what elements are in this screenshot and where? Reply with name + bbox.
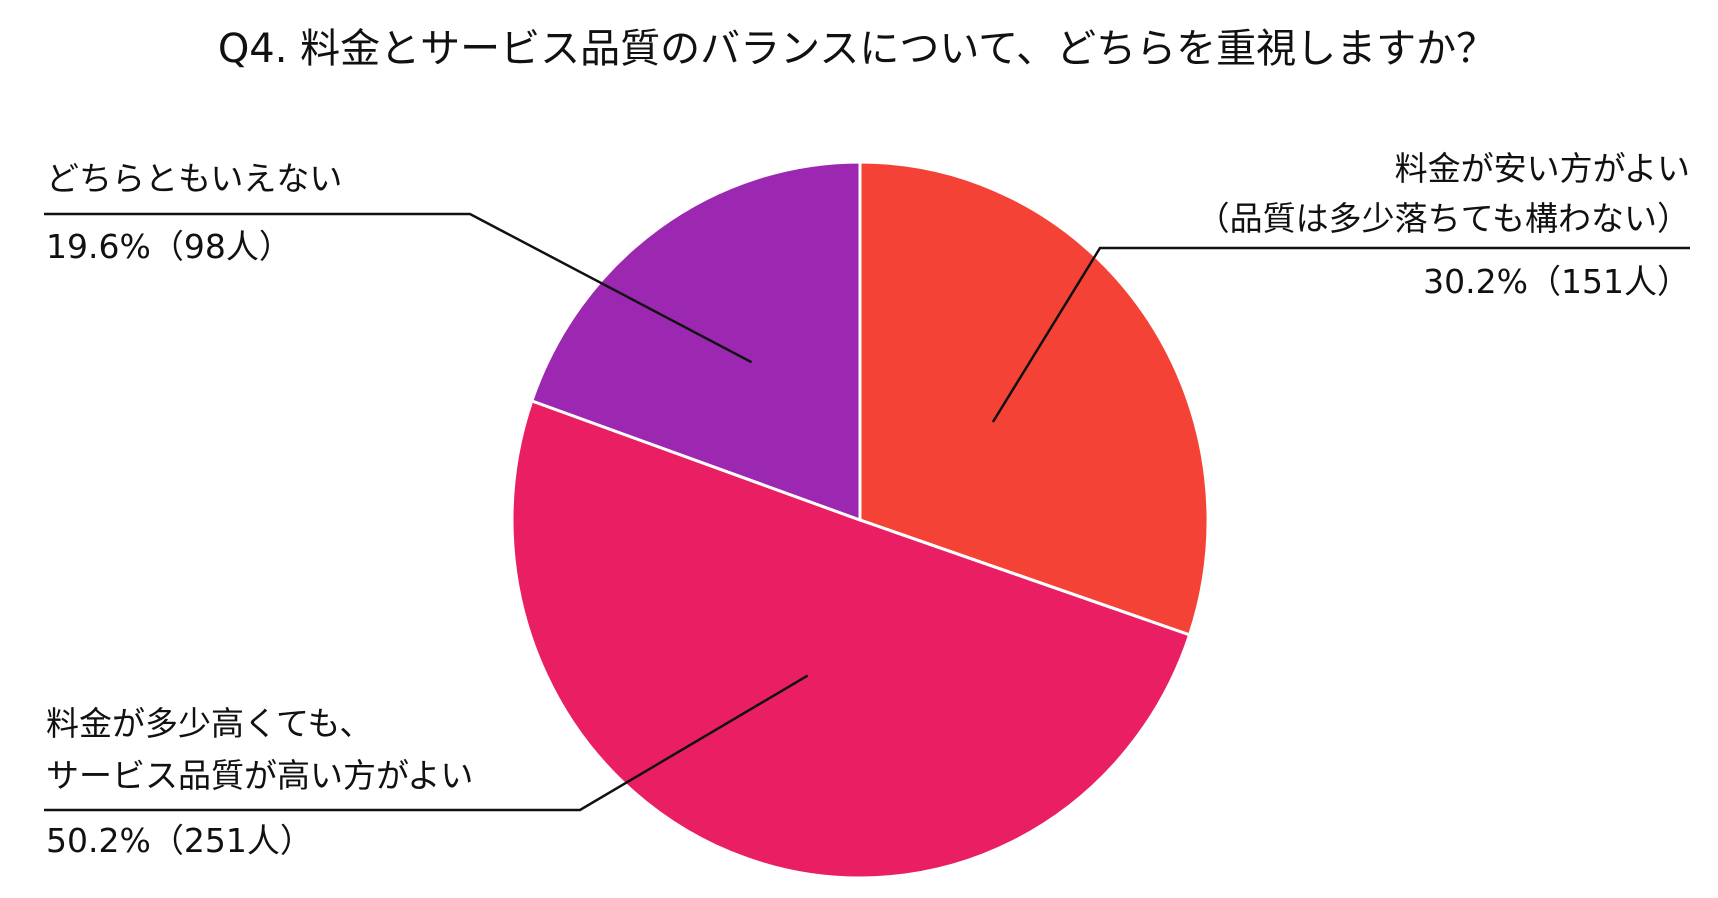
slice-value-label-2: 19.6%（98人） bbox=[46, 227, 292, 266]
leader-lines bbox=[44, 212, 1690, 812]
leader-line-0 bbox=[991, 246, 1690, 423]
leader-line-2 bbox=[44, 212, 753, 364]
slice-label-line-1-0: 料金が多少高くても、 bbox=[46, 704, 372, 743]
pie-slices bbox=[510, 160, 1210, 880]
leader-line-1 bbox=[44, 674, 809, 812]
slice-label-line-1-1: サービス品質が高い方がよい bbox=[46, 756, 473, 795]
chart-title: Q4. 料金とサービス品質のバランスについて、どちらを重視しますか？ bbox=[218, 26, 1496, 72]
pie-slice-1 bbox=[510, 398, 1192, 880]
slice-label-line-0-0: 料金が安い方がよい bbox=[1395, 149, 1690, 188]
slice-label-line-0-1: （品質は多少落ちても構わない） bbox=[1197, 199, 1690, 238]
slice-value-label-1: 50.2%（251人） bbox=[46, 821, 313, 860]
pie-slice-0 bbox=[858, 160, 1210, 637]
slice-value-label-0: 30.2%（151人） bbox=[1423, 262, 1690, 301]
pie-slice-2 bbox=[529, 160, 862, 523]
slice-label-line-2-0: どちらともいえない bbox=[46, 159, 342, 198]
